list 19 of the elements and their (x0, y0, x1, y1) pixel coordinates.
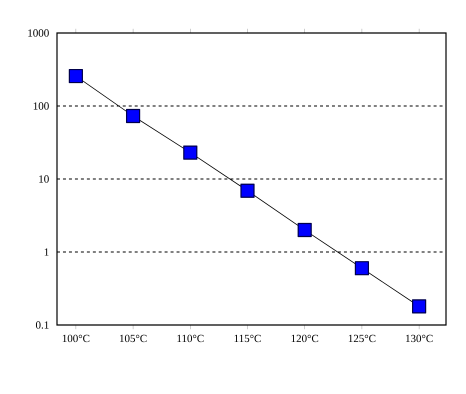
point (183, 145, 198, 160)
x-tick-label: 115°C (234, 334, 261, 342)
y-tick-label: 0.1 (36, 321, 49, 329)
x-tick-label: 125°C (348, 334, 376, 342)
point (126, 108, 140, 124)
x-tick-label: 100°C (62, 334, 90, 342)
y-tick-label: 1 (44, 248, 49, 256)
point (298, 222, 312, 238)
point (240, 184, 255, 198)
y-tick-label: 10 (39, 175, 49, 183)
point (68, 68, 83, 84)
point (412, 299, 426, 314)
y-tick-label: 1000 (28, 29, 49, 37)
x-tick-label: 110°C (177, 334, 204, 342)
x-tick-label: 120°C (292, 334, 318, 342)
point (354, 261, 370, 276)
y-tick-label: 100 (34, 102, 49, 110)
x-tick-label: 130°C (406, 334, 433, 342)
x-tick-label: 105°C (120, 334, 147, 342)
